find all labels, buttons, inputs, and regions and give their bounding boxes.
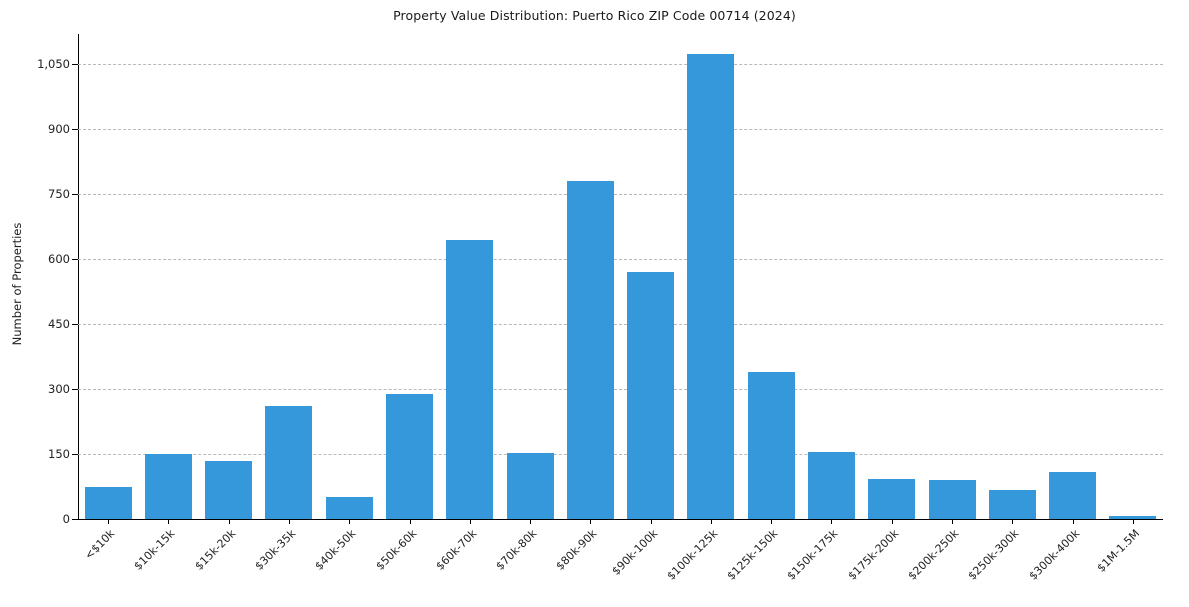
y-tick-mark — [72, 519, 78, 520]
x-tick-mark — [891, 519, 893, 524]
bar[interactable] — [386, 394, 434, 519]
y-axis-line — [78, 34, 79, 520]
bar[interactable] — [807, 451, 855, 519]
bar[interactable] — [1049, 472, 1097, 519]
x-tick-mark — [710, 519, 712, 524]
x-tick-mark — [590, 519, 592, 524]
bar[interactable] — [928, 479, 976, 519]
x-tick-mark — [1072, 519, 1074, 524]
bar[interactable] — [1109, 515, 1157, 519]
chart-figure: Property Value Distribution: Puerto Rico… — [10, 8, 1163, 583]
x-tick-mark — [952, 519, 954, 524]
x-tick-mark — [650, 519, 652, 524]
bar[interactable] — [627, 272, 675, 519]
y-axis-title: Number of Properties — [10, 222, 24, 346]
x-tick-mark — [409, 519, 411, 524]
y-tick-label: 1,050 — [37, 57, 70, 72]
x-tick-mark — [469, 519, 471, 524]
bar[interactable] — [265, 406, 313, 519]
chart-title: Property Value Distribution: Puerto Rico… — [393, 8, 796, 23]
x-tick-mark — [530, 519, 532, 524]
plot-area — [78, 34, 1163, 519]
gridline — [78, 259, 1163, 261]
bar[interactable] — [144, 453, 192, 519]
x-tick-mark — [349, 519, 351, 524]
gridline — [78, 129, 1163, 131]
x-tick-mark — [771, 519, 773, 524]
y-tick-label: 0 — [62, 512, 70, 526]
gridline — [78, 324, 1163, 326]
y-tick-label: 900 — [48, 122, 70, 137]
y-tick-mark — [72, 194, 78, 196]
x-tick-mark — [108, 519, 110, 524]
x-tick-mark — [228, 519, 230, 524]
bar[interactable] — [506, 453, 554, 519]
x-tick-mark — [831, 519, 833, 524]
x-tick-mark — [1012, 519, 1014, 524]
y-tick-mark — [72, 454, 78, 456]
y-tick-mark — [72, 129, 78, 131]
bar[interactable] — [687, 53, 735, 519]
bar[interactable] — [84, 486, 132, 519]
x-tick-mark — [168, 519, 170, 524]
y-tick-label: 300 — [48, 382, 70, 397]
bar[interactable] — [205, 461, 253, 519]
x-tick-mark — [288, 519, 290, 524]
bar[interactable] — [868, 478, 916, 519]
gridline — [78, 194, 1163, 196]
y-tick-mark — [72, 389, 78, 391]
bar[interactable] — [446, 239, 494, 519]
y-tick-label: 750 — [48, 187, 70, 202]
x-tick-mark — [1132, 519, 1134, 524]
y-tick-mark — [72, 64, 78, 66]
bar[interactable] — [988, 490, 1036, 519]
gridline — [78, 454, 1163, 456]
y-tick-label: 600 — [48, 252, 70, 267]
y-tick-label: 150 — [48, 447, 70, 462]
bar[interactable] — [325, 497, 373, 519]
y-tick-label: 450 — [48, 317, 70, 332]
gridline — [78, 389, 1163, 391]
bar[interactable] — [747, 371, 795, 519]
gridline — [78, 64, 1163, 66]
y-tick-mark — [72, 259, 78, 261]
x-axis-line — [78, 519, 1163, 520]
y-tick-mark — [72, 324, 78, 326]
bar[interactable] — [566, 181, 614, 519]
